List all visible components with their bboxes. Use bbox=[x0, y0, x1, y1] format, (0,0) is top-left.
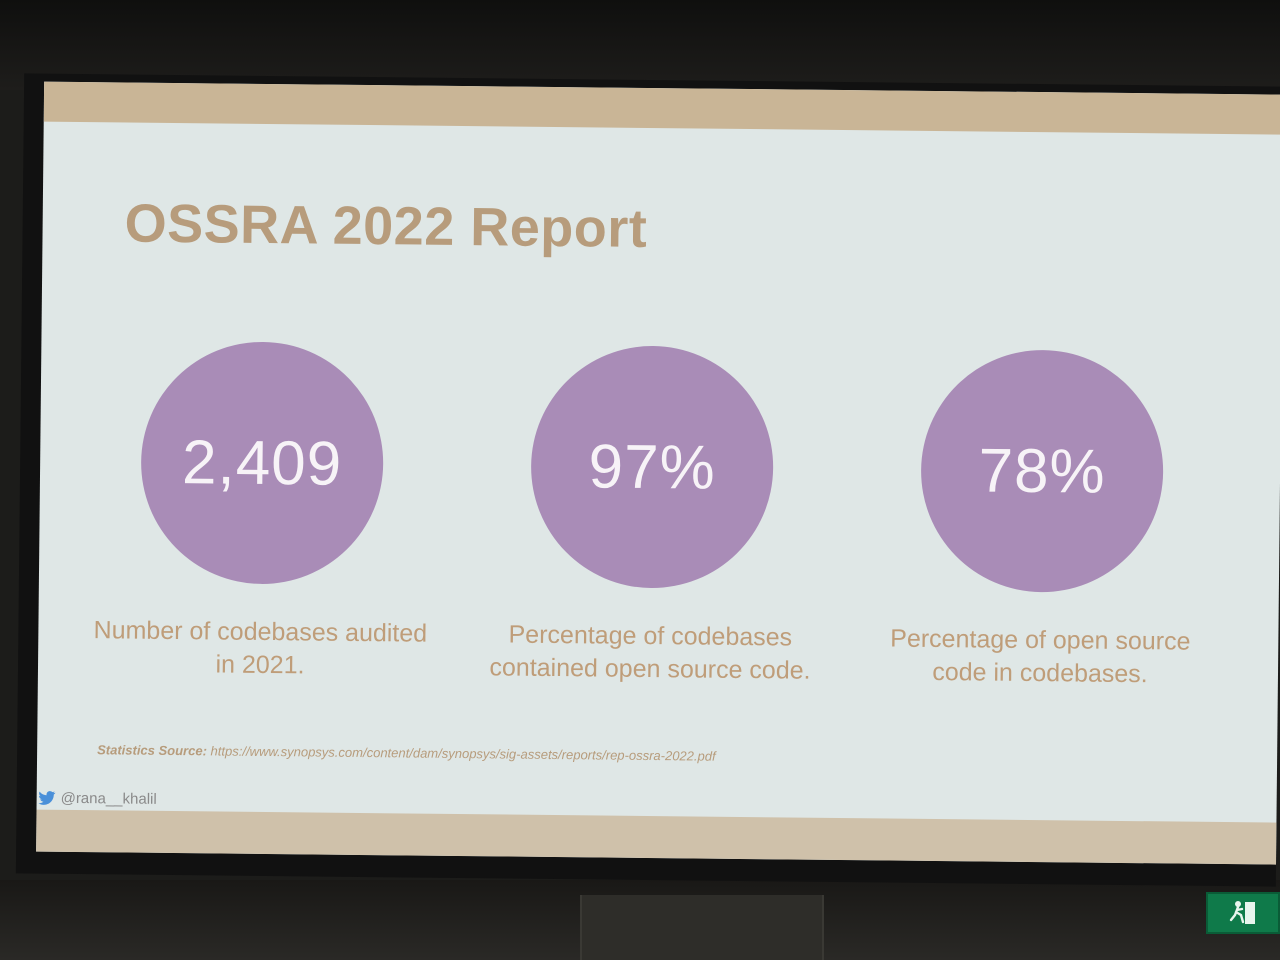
stat-codebases-audited: 2,409 Number of codebases audited in 202… bbox=[89, 340, 433, 724]
statistics-source: Statistics Source: https://www.synopsys.… bbox=[97, 742, 716, 763]
stat-open-source-percentage: 78% Percentage of open source code in co… bbox=[869, 348, 1213, 732]
slide-bottom-band bbox=[36, 809, 1277, 865]
slide: OSSRA 2022 Report 2,409 Number of codeba… bbox=[36, 81, 1280, 865]
twitter-icon bbox=[38, 791, 56, 805]
stat-circle: 2,409 bbox=[139, 340, 385, 586]
stat-value: 2,409 bbox=[181, 427, 343, 499]
exit-sign-icon bbox=[1206, 892, 1280, 934]
source-label: Statistics Source: bbox=[97, 742, 208, 759]
slide-top-band bbox=[43, 81, 1280, 135]
stat-circle: 78% bbox=[919, 348, 1165, 594]
social-footer: @rana__khalil bbox=[36, 784, 157, 813]
stat-circle: 97% bbox=[529, 344, 775, 590]
social-handle: @rana__khalil bbox=[60, 789, 157, 808]
stat-value: 97% bbox=[588, 431, 717, 503]
stat-value: 78% bbox=[978, 435, 1107, 507]
slide-title: OSSRA 2022 Report bbox=[124, 193, 648, 259]
stat-caption: Number of codebases audited in 2021. bbox=[93, 616, 428, 680]
source-url: https://www.synopsys.com/content/dam/syn… bbox=[210, 743, 716, 764]
projector-screen-frame: OSSRA 2022 Report 2,409 Number of codeba… bbox=[15, 73, 1280, 887]
stat-caption: Percentage of codebases contained open s… bbox=[489, 620, 811, 685]
lectern-panel bbox=[580, 895, 824, 960]
stat-caption: Percentage of open source code in codeba… bbox=[890, 624, 1191, 689]
stat-open-source-contained: 97% Percentage of codebases contained op… bbox=[479, 344, 823, 728]
